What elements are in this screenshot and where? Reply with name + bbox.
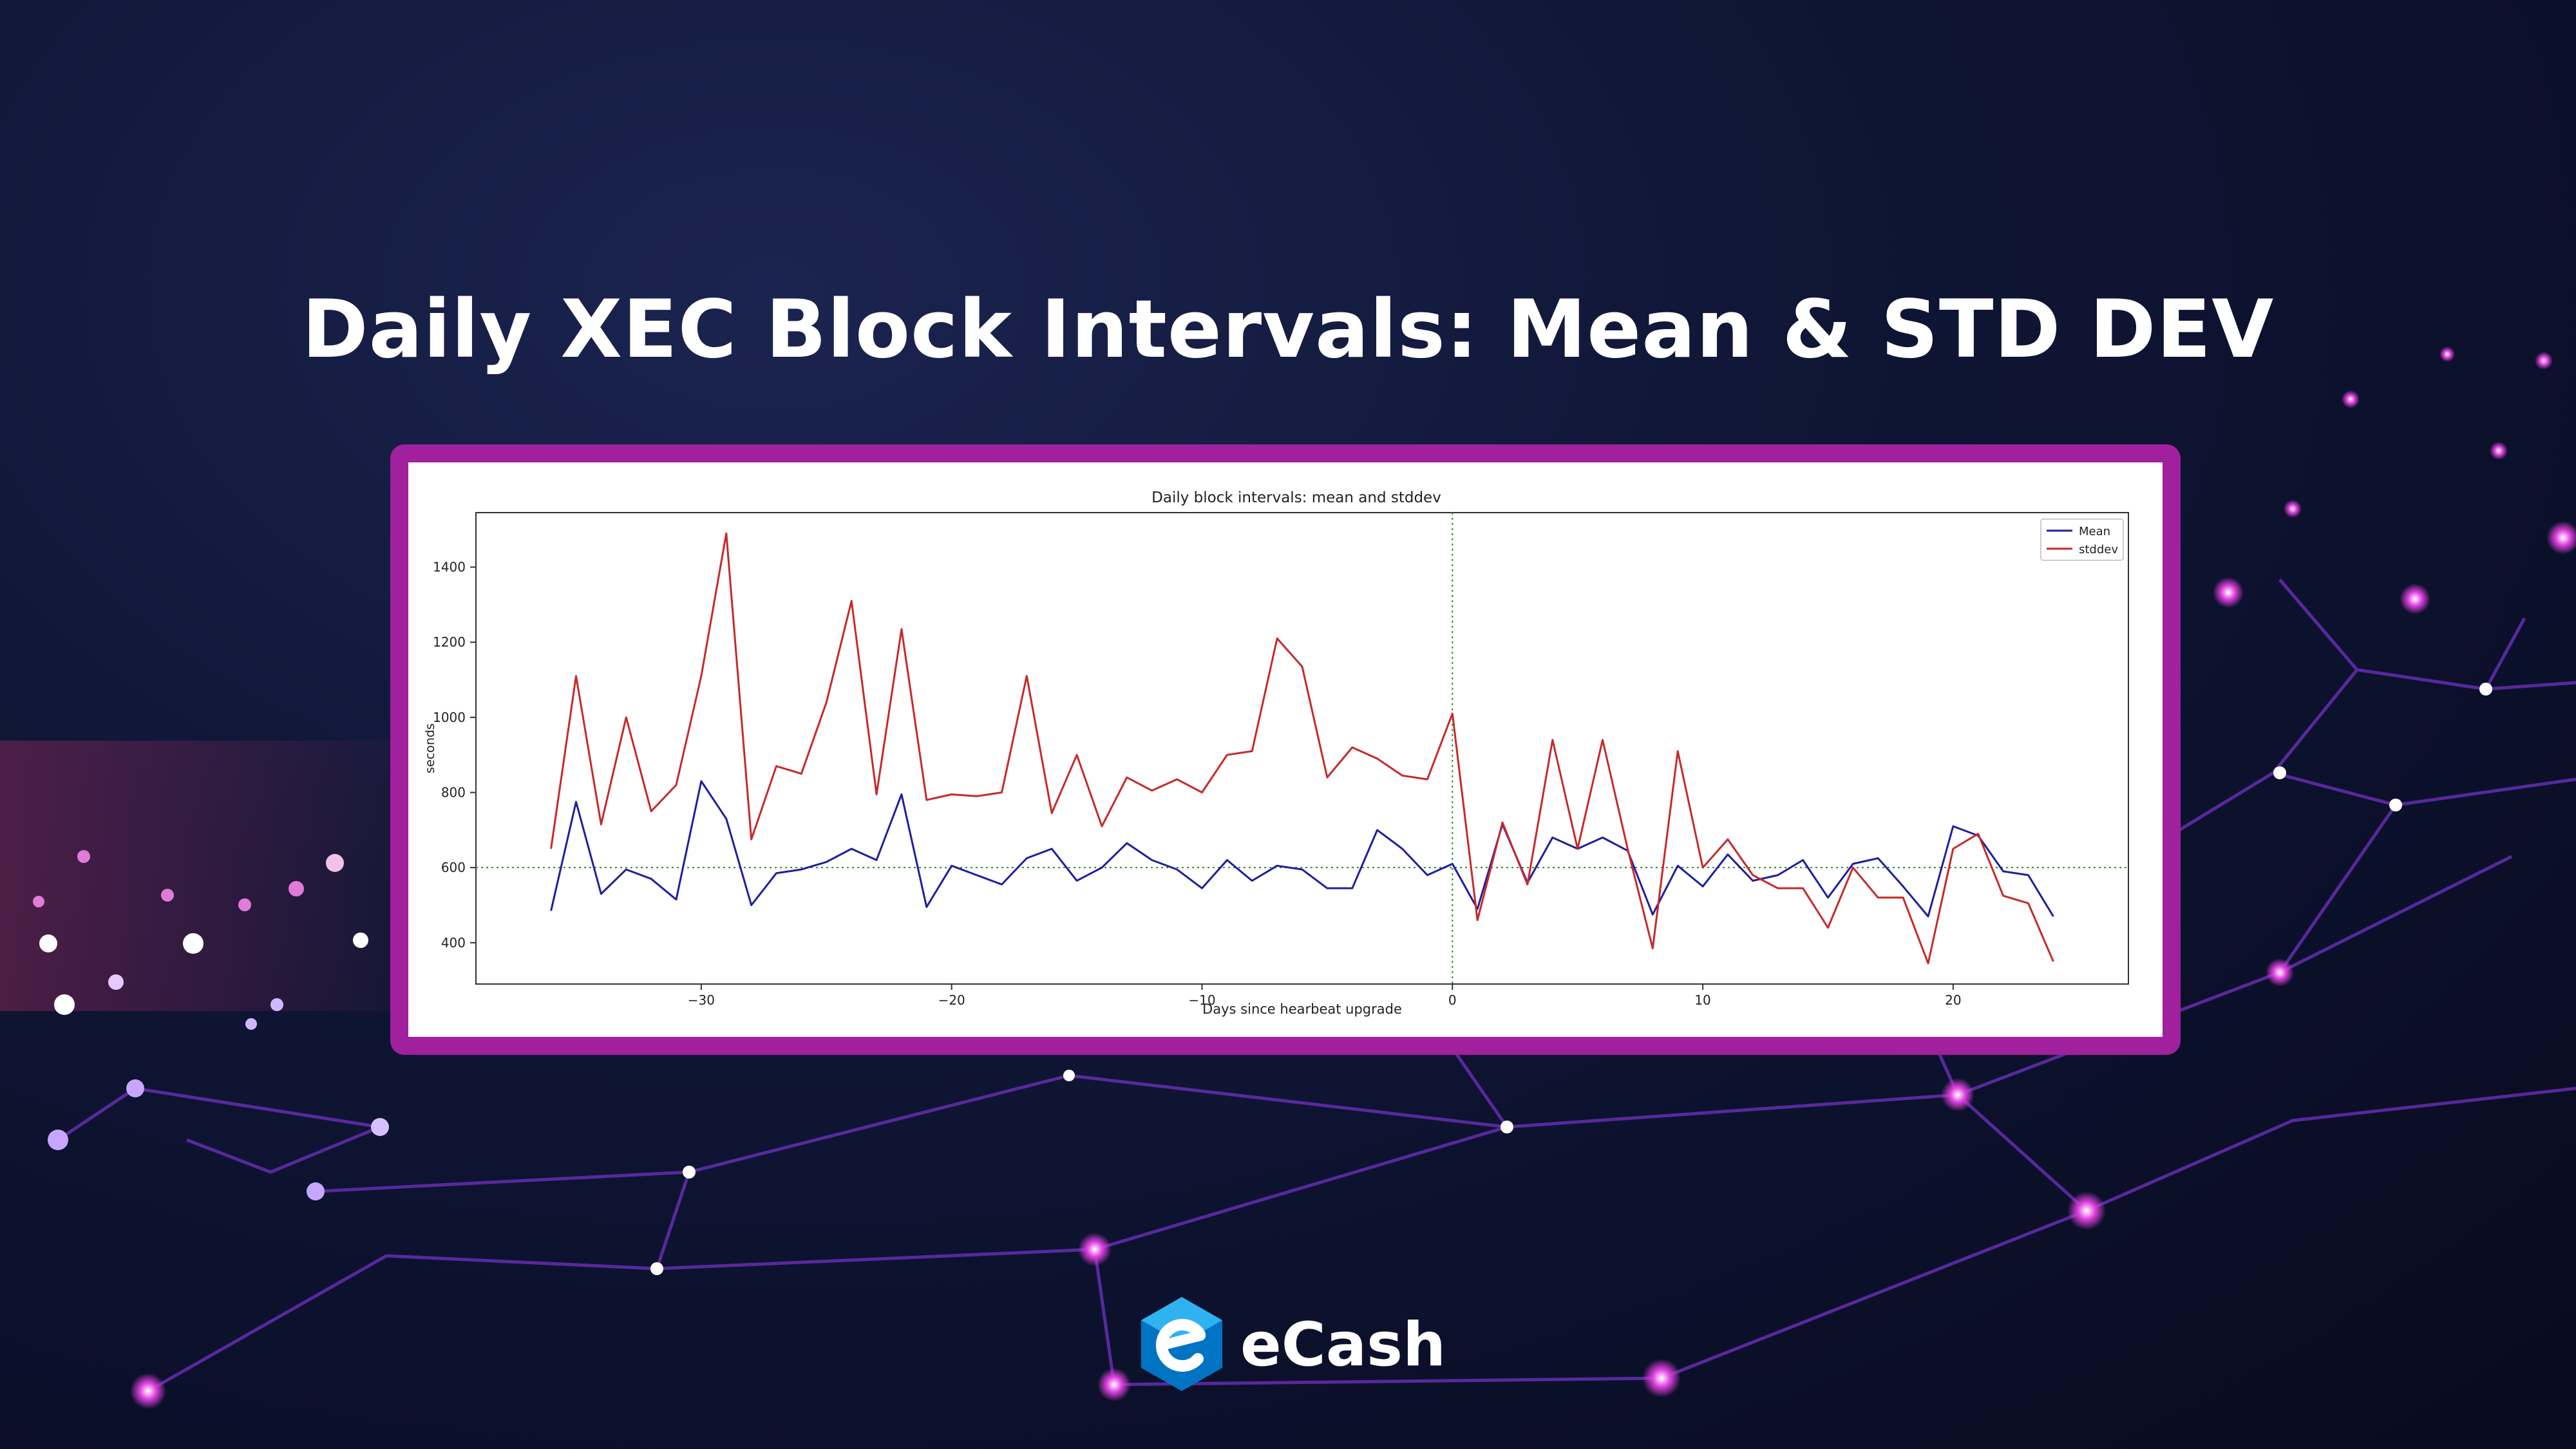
y-tick-label: 1200 xyxy=(433,634,466,650)
series-line-stddev xyxy=(550,532,2054,965)
x-tick-label: −20 xyxy=(938,992,965,1008)
x-tick-label: 20 xyxy=(1945,992,1961,1008)
x-axis: −30 −20 −10 0 10 20 xyxy=(688,984,1962,1008)
x-tick-label: −10 xyxy=(1188,992,1215,1008)
x-tick-label: −30 xyxy=(688,992,715,1008)
y-axis: 400 600 800 1000 1200 1400 xyxy=(433,560,476,951)
reference-lines xyxy=(476,513,2128,984)
x-tick-label: 10 xyxy=(1694,992,1710,1008)
line-chart: Daily block intervals: mean and stddev −… xyxy=(423,489,2129,1017)
y-tick-label: 400 xyxy=(441,935,466,951)
series-line-mean xyxy=(550,780,2054,918)
x-axis-label: Days since hearbeat upgrade xyxy=(1202,1001,1402,1017)
chart-frame: Daily block intervals: mean and stddev −… xyxy=(390,444,2181,1055)
legend-label-stddev: stddev xyxy=(2079,543,2118,556)
legend-box xyxy=(2040,518,2124,561)
y-axis-label: seconds xyxy=(423,723,437,773)
y-tick-label: 600 xyxy=(441,860,466,875)
series-layer xyxy=(550,532,2054,965)
legend: Mean stddev xyxy=(2040,518,2124,561)
y-tick-label: 800 xyxy=(441,785,466,800)
ecash-wordmark: eCash xyxy=(1240,1310,1446,1380)
plot-area xyxy=(475,512,2129,985)
legend-label-mean: Mean xyxy=(2079,525,2110,538)
y-tick-label: 1000 xyxy=(433,710,466,725)
x-tick-label: 0 xyxy=(1448,992,1457,1008)
chart-title: Daily block intervals: mean and stddev xyxy=(1151,489,1441,506)
ecash-logo-icon xyxy=(1141,1297,1222,1391)
chart-panel: Daily block intervals: mean and stddev −… xyxy=(408,462,2163,1037)
ecash-logo: eCash xyxy=(1139,1296,1448,1392)
y-tick-label: 1400 xyxy=(433,560,466,575)
headline: Daily XEC Block Intervals: Mean & STD DE… xyxy=(301,283,2275,376)
